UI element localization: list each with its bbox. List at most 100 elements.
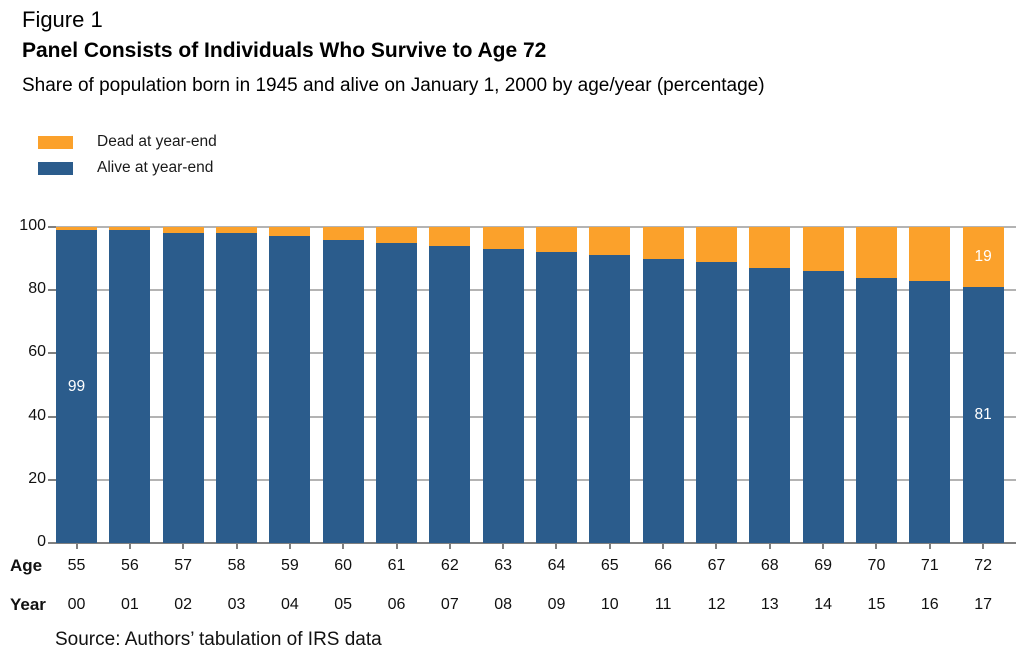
age-axis-caption: Age [10,556,43,575]
year-cell-10: 10 [589,596,642,614]
year-cell-07: 07 [429,596,482,614]
bar-age-59 [269,227,311,543]
age-label-59: 59 [280,557,299,574]
x-tick-age-61 [395,543,398,549]
bar-slot-age-59 [269,227,322,549]
y-tick-label-80: 80 [28,280,46,298]
bar-age-55-dead-segment [56,227,98,231]
x-tick-age-57 [182,543,185,549]
bar-age-71-alive-segment [909,280,951,543]
age-label-63: 63 [494,557,513,574]
age-label-72: 72 [974,557,992,574]
age-label-68: 68 [760,557,779,574]
age-label-58: 58 [227,557,246,574]
bar-age-63-alive-segment [482,249,524,543]
legend-label-0: Dead at year-end [97,133,217,150]
age-cell-69: 69 [803,557,856,575]
bar-age-57-dead-segment [162,227,204,234]
bar-age-71 [909,227,951,543]
year-cell-16: 16 [909,596,962,614]
age-label-65: 65 [600,557,619,574]
bar-age-68 [749,227,791,543]
age-cell-60: 60 [323,557,376,575]
year-label-02: 02 [174,596,193,613]
y-tick-20 [48,478,56,481]
bar-age-67 [695,227,737,543]
bar-age-70-dead-segment [855,227,897,278]
bar-age-56-dead-segment [109,227,151,231]
year-cell-15: 15 [856,596,909,614]
year-axis-caption: Year [10,595,46,614]
y-tick-label-20: 20 [28,469,46,487]
age-label-71: 71 [920,557,939,574]
bar-age-61-dead-segment [375,227,418,243]
bar-age-72-dead-segment: 19 [962,227,1004,288]
year-tick-labels: 00 01 02 03 04 05 06 07 08 09 10 11 12 13 14 15 16 17 [56,596,1016,614]
bar-slot-age-58 [215,227,269,549]
bar-age-68-dead-segment [749,227,791,269]
bar-age-66-alive-segment [642,258,684,543]
year-cell-02: 02 [163,596,216,614]
year-label-09: 09 [547,596,566,613]
year-label-01: 01 [120,596,139,613]
bar-age-65 [589,227,631,543]
bar-slot-age-67 [695,227,749,549]
year-label-03: 03 [227,596,246,613]
age-label-61: 61 [387,557,406,574]
bar-age-72: 81 19 [962,227,1004,543]
age-cell-67: 67 [696,557,749,575]
age-cell-63: 63 [483,557,536,575]
bar-age-60-alive-segment [322,239,364,543]
age-tick-labels: 55 56 57 58 59 60 61 62 63 64 65 66 67 68 69 70 71 72 [56,557,1016,575]
x-axis-line [56,542,1016,544]
x-tick-age-70 [875,543,878,549]
bar-age-69-dead-segment [802,227,844,272]
year-label-17: 17 [974,596,992,613]
year-cell-14: 14 [803,596,856,614]
age-cell-61: 61 [376,557,429,575]
bar-slot-age-65 [589,227,642,549]
year-cell-03: 03 [216,596,269,614]
bar-age-61-alive-segment [375,242,418,543]
year-cell-04: 04 [269,596,322,614]
bar-slot-age-66 [642,227,696,549]
year-label-04: 04 [280,596,299,613]
x-tick-age-66 [662,543,665,549]
bar-age-61 [375,227,418,543]
age-label-56: 56 [120,557,139,574]
bar-age-65-dead-segment [589,227,631,256]
year-label-13: 13 [760,596,779,613]
age-label-60: 60 [334,557,353,574]
age-cell-57: 57 [163,557,216,575]
source-note: Source: Authors’ tabulation of IRS data [55,629,382,650]
bar-age-63-dead-segment [482,227,524,250]
bar-age-56-alive-segment [109,230,151,543]
chart-title: Panel Consists of Individuals Who Surviv… [22,39,547,62]
bar-age-63 [482,227,524,543]
year-cell-08: 08 [483,596,536,614]
bar-age-64-alive-segment [535,252,578,543]
bar-age-60-dead-segment [322,227,364,240]
legend-swatch-1 [38,161,73,175]
age-cell-70: 70 [856,557,909,575]
bar-age-72-alive-segment: 81 [962,287,1004,543]
year-cell-06: 06 [376,596,429,614]
age-label-66: 66 [654,557,673,574]
x-tick-age-68 [768,543,771,549]
age-cell-66: 66 [643,557,696,575]
bar-age-64 [535,227,578,543]
bar-age-59-alive-segment [269,236,311,543]
year-cell-17: 17 [963,596,1016,614]
y-tick-80 [48,289,56,292]
bar-slot-age-57 [162,227,216,549]
age-cell-55: 55 [56,557,109,575]
year-label-14: 14 [814,596,833,613]
x-tick-age-56 [128,543,131,549]
bar-age-71-dead-segment [909,227,951,281]
legend-item-0: Dead at year-end [38,133,217,151]
legend-label-1: Alive at year-end [97,159,214,176]
y-tick-100 [48,226,56,228]
y-tick-label-0: 0 [37,533,46,550]
bar-age-57 [162,227,204,543]
